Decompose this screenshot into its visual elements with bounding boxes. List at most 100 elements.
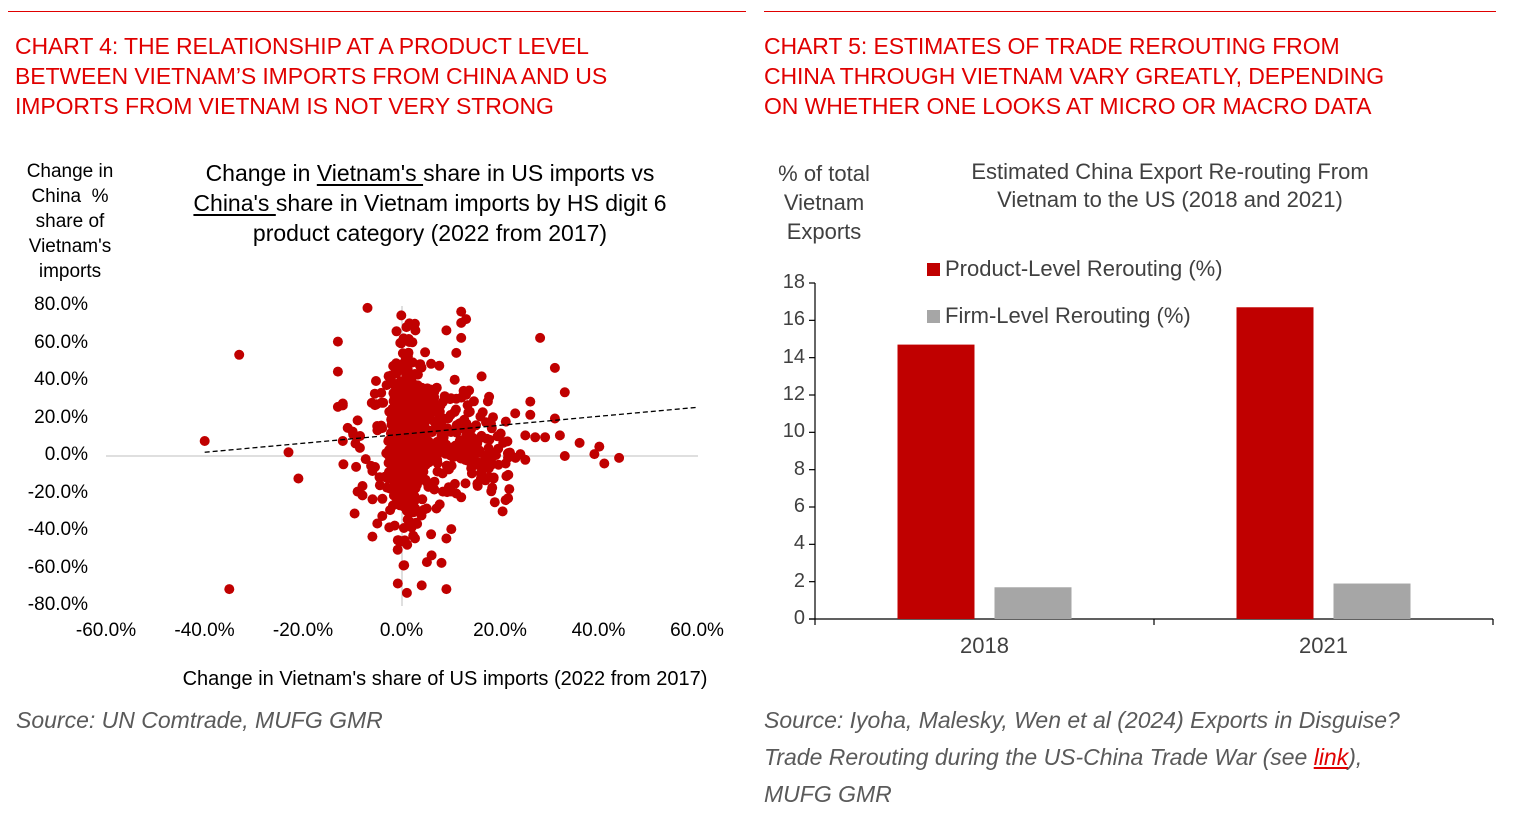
scatter-point bbox=[510, 408, 521, 419]
scatter-point bbox=[535, 332, 546, 343]
scatter-point bbox=[371, 376, 381, 386]
x-tick-label: -60.0% bbox=[75, 620, 137, 641]
y-label-line: Change in bbox=[26, 161, 114, 182]
scatter-point bbox=[446, 524, 457, 535]
scatter-point bbox=[503, 493, 514, 504]
x-tick-label: 60.0% bbox=[670, 620, 724, 641]
scatter-point bbox=[377, 423, 388, 434]
scatter-point bbox=[377, 511, 388, 521]
scatter-point bbox=[594, 441, 605, 452]
scatter-point bbox=[392, 578, 403, 589]
chart4-heading: CHART 4: THE RELATIONSHIP AT A PRODUCT L… bbox=[15, 31, 755, 121]
scatter-point bbox=[434, 406, 445, 417]
scatter-point bbox=[412, 470, 423, 481]
bar-2018-firm-level bbox=[994, 587, 1072, 619]
scatter-point bbox=[530, 432, 541, 443]
scatter-point bbox=[420, 347, 431, 358]
x-tick-label: 40.0% bbox=[571, 620, 626, 641]
legend-label: Product-Level Rerouting (%) bbox=[945, 256, 1223, 281]
scatter-point bbox=[411, 452, 422, 463]
source-line: Trade Rerouting during the US-China Trad… bbox=[764, 739, 1514, 776]
scatter-point bbox=[488, 473, 499, 484]
legend-label: Firm-Level Rerouting (%) bbox=[945, 303, 1191, 328]
scatter-point bbox=[374, 480, 385, 491]
scatter-point bbox=[410, 325, 421, 336]
legend-item-firm-level: Firm-Level Rerouting (%) bbox=[927, 303, 1191, 329]
scatter-point bbox=[337, 400, 348, 411]
y-tick-label: 80.0% bbox=[34, 294, 88, 315]
source-line: Source: Iyoha, Malesky, Wen et al (2024)… bbox=[764, 707, 1400, 733]
y-label-line: % of total bbox=[778, 161, 870, 186]
scatter-point bbox=[398, 560, 409, 571]
x-tick-label: -40.0% bbox=[174, 620, 235, 641]
legend-item-product-level: Product-Level Rerouting (%) bbox=[927, 256, 1223, 282]
source-text: ), bbox=[1348, 744, 1363, 770]
x-tick-label: 2018 bbox=[960, 633, 1009, 658]
scatter-point bbox=[370, 400, 380, 411]
y-tick-label: 8 bbox=[793, 457, 805, 480]
y-tick-label: -40.0% bbox=[27, 519, 88, 540]
scatter-point bbox=[495, 428, 506, 439]
scatter-point bbox=[401, 456, 412, 467]
scatter-point bbox=[574, 437, 585, 448]
scatter-point bbox=[490, 447, 501, 458]
scatter-point bbox=[540, 432, 551, 443]
bar-title: Estimated China Export Re-routing From V… bbox=[900, 158, 1440, 214]
scatter-point bbox=[392, 544, 403, 555]
scatter-point bbox=[398, 523, 409, 533]
legend-swatch-grey bbox=[927, 309, 940, 323]
title-part-underlined: China's bbox=[193, 190, 276, 216]
scatter-point bbox=[351, 461, 362, 472]
x-tick-label: 0.0% bbox=[379, 620, 424, 641]
title-part: Change in bbox=[205, 160, 317, 186]
chart5-heading: CHART 5: ESTIMATES OF TRADE REROUTING FR… bbox=[764, 31, 1514, 121]
scatter-point bbox=[559, 387, 570, 398]
y-label-line: Vietnam's bbox=[28, 236, 112, 257]
chart4-source: Source: UN Comtrade, MUFG GMR bbox=[16, 707, 383, 733]
scatter-point bbox=[417, 402, 428, 413]
scatter-point bbox=[380, 471, 390, 482]
bar-2018-product-level bbox=[897, 344, 975, 619]
title-part: product category (2022 from 2017) bbox=[252, 220, 608, 246]
scatter-point bbox=[412, 380, 423, 391]
scatter-point bbox=[388, 388, 399, 399]
scatter-point bbox=[450, 442, 461, 453]
scatter-point bbox=[503, 448, 514, 458]
scatter-point bbox=[377, 493, 388, 504]
scatter-point bbox=[482, 396, 493, 407]
scatter-point bbox=[432, 466, 443, 477]
scatter-y-axis-label: Change in China % share of Vietnam's imp… bbox=[8, 159, 132, 284]
y-label-line: China % bbox=[31, 186, 109, 207]
scatter-point bbox=[399, 535, 410, 546]
scatter-point bbox=[338, 459, 349, 470]
scatter-point bbox=[589, 449, 600, 460]
scatter-point bbox=[439, 391, 450, 402]
scatter-point bbox=[422, 383, 433, 394]
chart4-heading-line: IMPORTS FROM VIETNAM IS NOT VERY STRONG bbox=[15, 93, 554, 119]
scatter-point bbox=[461, 418, 472, 429]
scatter-point bbox=[416, 580, 427, 591]
scatter-point bbox=[332, 366, 343, 377]
y-tick-label: 6 bbox=[793, 495, 805, 517]
scatter-point bbox=[388, 396, 399, 406]
scatter-point bbox=[463, 433, 474, 444]
scatter-point bbox=[431, 382, 442, 393]
y-tick-label: 20.0% bbox=[34, 406, 88, 428]
scatter-point bbox=[367, 531, 378, 542]
scatter-point bbox=[391, 326, 402, 337]
scatter-point bbox=[360, 454, 371, 465]
scatter-point bbox=[486, 486, 497, 497]
scatter-point bbox=[369, 388, 380, 399]
legend-swatch-red bbox=[927, 262, 940, 276]
x-tick-label: -20.0% bbox=[272, 620, 334, 641]
scatter-point bbox=[456, 332, 467, 343]
scatter-point bbox=[405, 395, 415, 405]
left-top-rule bbox=[8, 11, 746, 12]
bar-2021-product-level bbox=[1236, 307, 1314, 619]
scatter-point bbox=[460, 478, 471, 489]
scatter-point bbox=[414, 359, 425, 370]
scatter-point bbox=[435, 438, 446, 449]
source-link[interactable]: link bbox=[1313, 744, 1349, 770]
